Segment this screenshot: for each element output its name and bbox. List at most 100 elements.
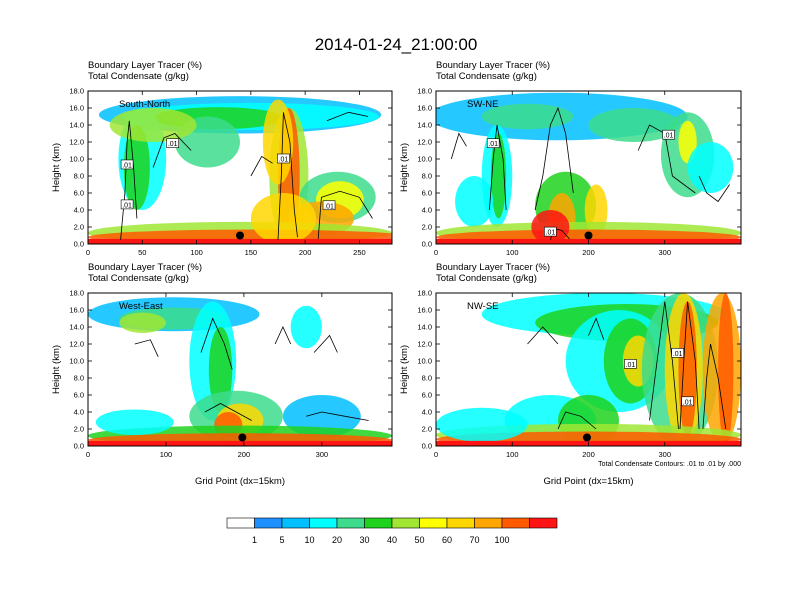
plot-frame [87, 90, 393, 245]
y-tick-label: 10.0 [69, 155, 84, 164]
x-axis-label: Grid Point (dx=15km) [543, 476, 633, 487]
colorbar-label: 10 [304, 535, 314, 545]
plot-frame [87, 292, 393, 447]
tracer-field-region [208, 327, 233, 412]
x-tick-label: 100 [160, 450, 173, 459]
y-tick-label: 16.0 [69, 104, 84, 113]
contour-label-box [120, 199, 134, 210]
shaded-field [88, 96, 392, 244]
tracer-field-region [588, 108, 680, 142]
contour-line [588, 317, 605, 340]
cross-section-label: NW-SE [467, 301, 499, 312]
surface-tracer-band [88, 440, 392, 446]
y-tick-label: 6.0 [422, 391, 432, 400]
contour-label: .01 [168, 141, 178, 148]
contour-line [702, 343, 727, 430]
contour-line [649, 301, 679, 430]
y-tick-label: 14.0 [69, 323, 84, 332]
contour-label: .01 [683, 399, 693, 406]
panel-nw-se: Boundary Layer Tracer (%)Total Condensat… [399, 262, 742, 487]
y-tick-label: 4.0 [74, 408, 84, 417]
y-tick-label: 6.0 [422, 189, 432, 198]
contour-label-box [166, 138, 179, 148]
condensate-contours [450, 106, 730, 240]
contour-label-box [120, 159, 134, 170]
contour-label: .01 [324, 203, 334, 210]
y-tick-label: 8.0 [422, 172, 432, 181]
y-tick-label: 18.0 [69, 289, 84, 298]
tracer-field-region [290, 305, 322, 349]
panel-header-condensate: Total Condensate (g/kg) [88, 71, 189, 82]
contour-label: .01 [626, 362, 636, 369]
tracer-field-region [436, 407, 528, 442]
y-tick-label: 6.0 [74, 189, 84, 198]
contour-label-box [624, 359, 637, 369]
x-tick-label: 300 [316, 450, 329, 459]
contour-line [306, 411, 369, 421]
colorbar-swatch [281, 517, 310, 529]
contour-label-box [544, 226, 557, 237]
location-marker [236, 231, 244, 240]
y-tick-label: 18.0 [417, 289, 432, 298]
y-tick-label: 4.0 [74, 206, 84, 215]
x-tick-label: 100 [506, 248, 519, 257]
y-tick-label: 16.0 [417, 306, 432, 315]
x-tick-label: 150 [245, 248, 258, 257]
y-tick-label: 8.0 [74, 374, 84, 383]
colorbar-swatch [391, 517, 420, 529]
y-tick-label: 18.0 [69, 87, 84, 96]
colorbar-swatch [446, 517, 475, 529]
panel-header-condensate: Total Condensate (g/kg) [436, 273, 537, 284]
y-tick-label: 12.0 [417, 340, 432, 349]
contour-note: Total Condensate Contours: .01 to .01 by… [598, 461, 741, 468]
tracer-field-region [481, 103, 574, 130]
colorbar-swatch [254, 517, 283, 529]
contour-line [637, 124, 696, 194]
x-tick-label: 300 [658, 450, 671, 459]
y-tick-label: 8.0 [422, 374, 432, 383]
location-marker [238, 433, 247, 442]
x-tick-label: 0 [86, 248, 90, 257]
y-axis-label: Height (km) [51, 143, 62, 192]
colorbar-label: 30 [359, 535, 369, 545]
condensate-contours [134, 317, 369, 421]
contour-label-box [322, 200, 336, 211]
condensate-contours [527, 301, 727, 430]
tracer-field-region [455, 176, 494, 227]
y-tick-label: 10.0 [417, 155, 432, 164]
y-tick-label: 12.0 [69, 340, 84, 349]
contour-line [277, 112, 298, 240]
x-tick-label: 200 [582, 450, 595, 459]
y-tick-label: 10.0 [69, 357, 84, 366]
x-tick-label: 0 [86, 450, 90, 459]
x-tick-label: 0 [434, 450, 438, 459]
y-tick-label: 0.0 [422, 442, 432, 451]
panel-south-north: Boundary Layer Tracer (%)Total Condensat… [51, 60, 393, 257]
figure-title: 2014-01-24_21:00:00 [315, 35, 478, 54]
x-tick-label: 50 [138, 248, 146, 257]
y-axis-label: Height (km) [399, 345, 410, 394]
y-tick-label: 4.0 [422, 408, 432, 417]
colorbar-label: 40 [387, 535, 397, 545]
x-tick-label: 300 [658, 248, 671, 257]
colorbar-swatch [501, 517, 530, 529]
panel-header-tracer: Boundary Layer Tracer (%) [436, 60, 550, 71]
y-tick-label: 16.0 [69, 306, 84, 315]
colorbar-swatch [309, 517, 338, 529]
tracer-field-region [250, 193, 316, 244]
contour-label: .01 [488, 141, 498, 148]
y-tick-label: 6.0 [74, 391, 84, 400]
panel-header-condensate: Total Condensate (g/kg) [88, 273, 189, 284]
tracer-field-region [678, 301, 697, 438]
y-axis-label: Height (km) [51, 345, 62, 394]
colorbar-label: 60 [442, 535, 452, 545]
tracer-field-region [262, 99, 294, 185]
contour-line [450, 132, 467, 160]
contour-label: .01 [664, 133, 674, 140]
y-tick-label: 14.0 [417, 121, 432, 130]
contour-line [134, 339, 159, 357]
y-axis-label: Height (km) [399, 143, 410, 192]
panel-header-tracer: Boundary Layer Tracer (%) [88, 262, 202, 273]
colorbar-swatch [336, 517, 365, 529]
y-tick-label: 16.0 [417, 104, 432, 113]
